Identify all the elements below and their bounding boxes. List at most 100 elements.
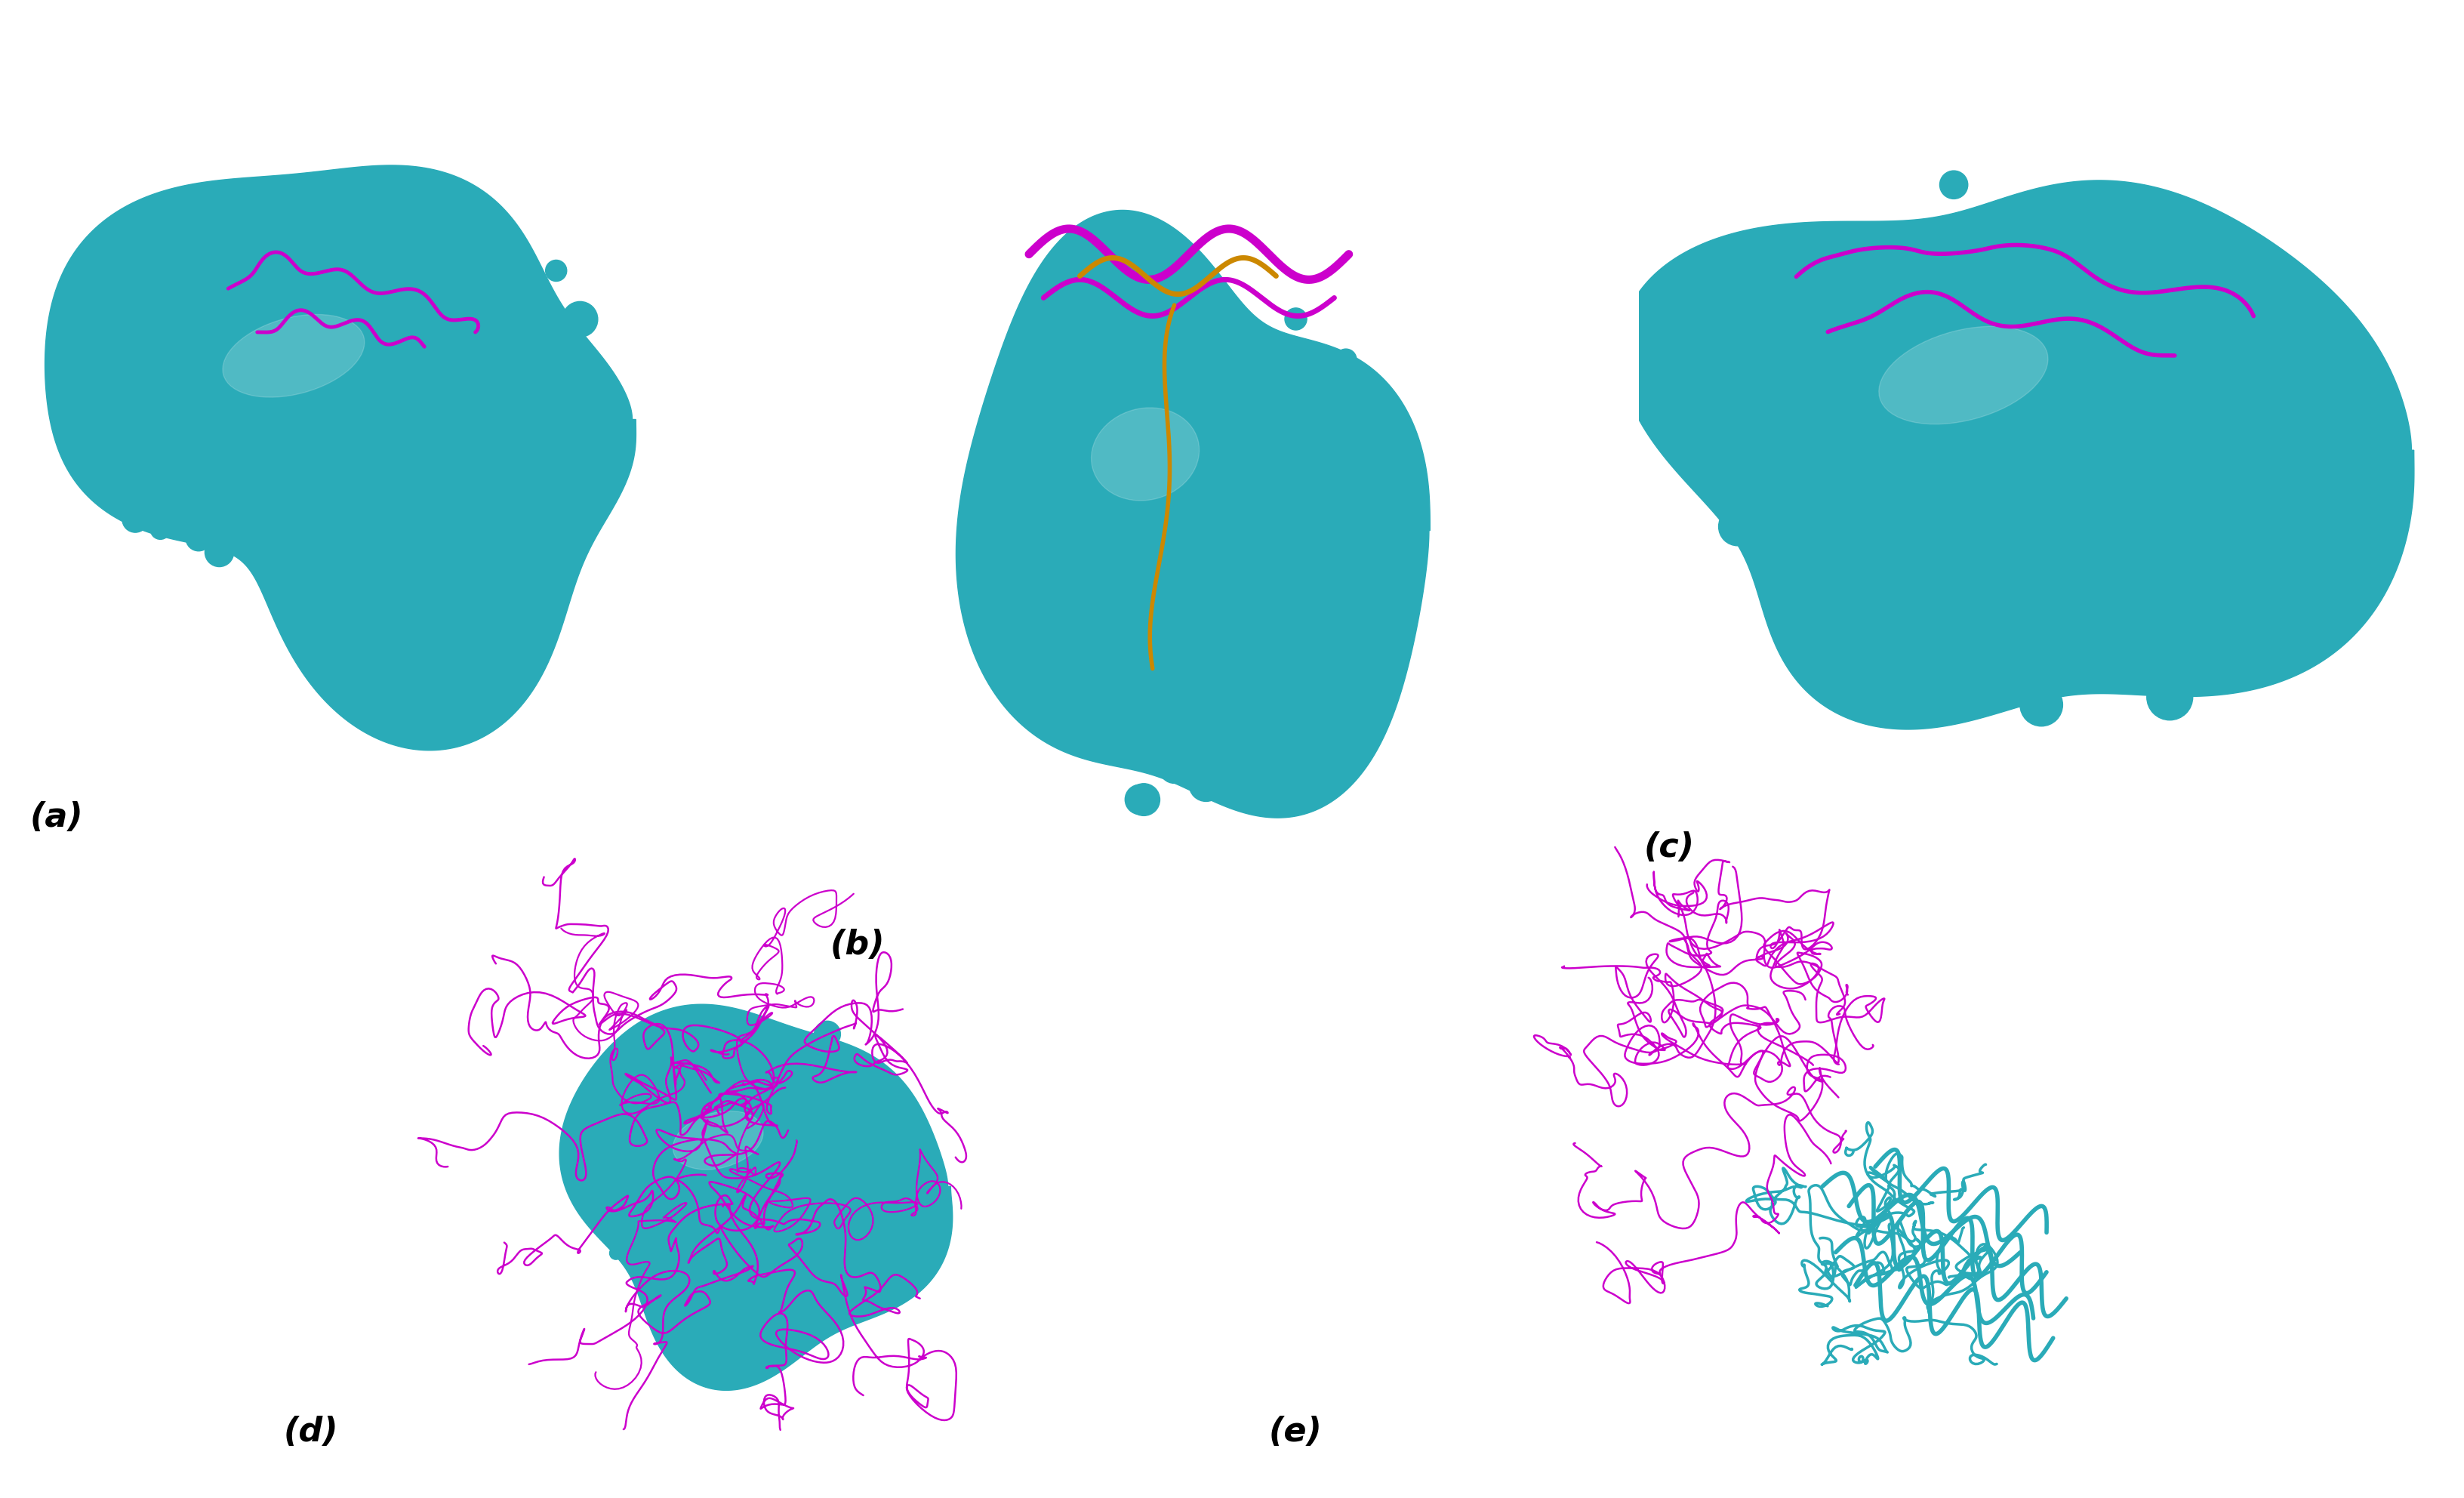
Circle shape <box>648 1162 663 1177</box>
Circle shape <box>853 1269 877 1291</box>
Circle shape <box>2020 683 2062 727</box>
Polygon shape <box>44 165 636 750</box>
Circle shape <box>1961 629 1991 659</box>
Circle shape <box>540 380 559 398</box>
Circle shape <box>389 535 411 557</box>
Circle shape <box>843 1121 853 1131</box>
Circle shape <box>2306 358 2346 398</box>
Circle shape <box>498 551 522 574</box>
Circle shape <box>1027 529 1055 557</box>
Circle shape <box>490 226 520 253</box>
Circle shape <box>1023 532 1050 560</box>
Circle shape <box>431 589 461 619</box>
Circle shape <box>845 1194 872 1222</box>
Circle shape <box>1754 461 1791 497</box>
Circle shape <box>872 1137 899 1164</box>
Circle shape <box>520 294 557 333</box>
Circle shape <box>1274 677 1308 712</box>
Circle shape <box>365 568 384 587</box>
Circle shape <box>241 517 281 556</box>
Circle shape <box>2053 207 2097 253</box>
Circle shape <box>771 1077 786 1092</box>
Circle shape <box>695 1281 707 1293</box>
Text: (b): (b) <box>830 929 885 962</box>
Circle shape <box>1717 508 1757 545</box>
Circle shape <box>631 1182 650 1203</box>
Circle shape <box>1133 349 1146 364</box>
Circle shape <box>685 1061 702 1080</box>
Circle shape <box>392 216 409 232</box>
Circle shape <box>626 1234 646 1254</box>
Circle shape <box>1860 587 1882 610</box>
Circle shape <box>675 1034 702 1059</box>
Circle shape <box>1156 331 1185 361</box>
Text: (a): (a) <box>30 801 84 834</box>
Circle shape <box>2030 253 2062 285</box>
Circle shape <box>623 1091 650 1118</box>
Circle shape <box>655 1121 680 1144</box>
Circle shape <box>626 1207 643 1225</box>
Text: (c): (c) <box>1643 831 1695 864</box>
Circle shape <box>1335 349 1358 370</box>
Circle shape <box>776 1281 796 1300</box>
Circle shape <box>833 1225 862 1252</box>
Circle shape <box>1836 653 1865 683</box>
Circle shape <box>848 1107 872 1131</box>
Circle shape <box>2085 208 2117 241</box>
Circle shape <box>1069 622 1099 653</box>
Circle shape <box>1924 267 1949 289</box>
Circle shape <box>1784 565 1811 592</box>
Circle shape <box>865 1246 877 1258</box>
Circle shape <box>1148 750 1163 764</box>
Circle shape <box>2287 560 2328 602</box>
Circle shape <box>880 1126 907 1155</box>
Circle shape <box>219 505 244 530</box>
Circle shape <box>1244 713 1271 739</box>
Circle shape <box>1096 671 1124 700</box>
Circle shape <box>205 538 234 566</box>
Circle shape <box>535 385 557 406</box>
Circle shape <box>813 1022 840 1047</box>
Circle shape <box>1350 581 1382 613</box>
Circle shape <box>1161 753 1190 783</box>
Circle shape <box>1207 773 1225 792</box>
Circle shape <box>680 1272 710 1302</box>
Circle shape <box>1111 364 1136 389</box>
Circle shape <box>190 485 224 518</box>
Circle shape <box>404 268 444 307</box>
Circle shape <box>638 1215 650 1227</box>
Circle shape <box>1289 715 1303 730</box>
Circle shape <box>451 574 490 613</box>
Circle shape <box>165 252 202 289</box>
Circle shape <box>1136 268 1161 292</box>
Circle shape <box>1363 416 1382 437</box>
Circle shape <box>2166 602 2213 649</box>
Circle shape <box>1370 572 1392 596</box>
Circle shape <box>532 443 554 467</box>
Circle shape <box>1190 767 1222 801</box>
Circle shape <box>1929 280 1971 322</box>
Circle shape <box>212 282 241 309</box>
Circle shape <box>618 1110 631 1124</box>
Circle shape <box>1190 277 1202 291</box>
Circle shape <box>811 1085 835 1110</box>
Circle shape <box>202 210 224 232</box>
Circle shape <box>493 397 510 415</box>
Circle shape <box>2085 226 2131 273</box>
Circle shape <box>2247 497 2269 520</box>
Circle shape <box>1328 376 1345 392</box>
Circle shape <box>2183 448 2227 494</box>
Circle shape <box>212 234 251 273</box>
Circle shape <box>313 566 340 592</box>
Circle shape <box>2267 385 2306 425</box>
Circle shape <box>633 1043 660 1073</box>
Circle shape <box>180 449 200 469</box>
Circle shape <box>658 1065 678 1085</box>
Circle shape <box>1129 783 1161 816</box>
Circle shape <box>488 294 525 331</box>
Circle shape <box>320 602 340 622</box>
Circle shape <box>212 500 239 527</box>
Circle shape <box>478 545 495 562</box>
Circle shape <box>1897 599 1924 628</box>
Circle shape <box>365 604 392 631</box>
